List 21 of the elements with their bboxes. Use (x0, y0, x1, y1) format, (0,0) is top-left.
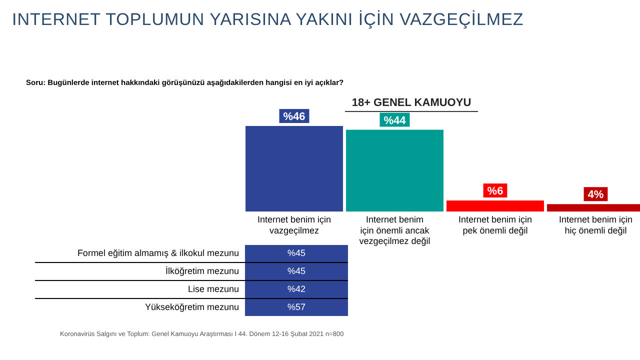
x-tick-label: Internet benim için vazgeçilmez (257, 214, 332, 236)
data-label: %45 (245, 245, 348, 262)
text: 18+ GENEL KAMUOYU (345, 97, 478, 112)
x-tick-label: Internet benim için pek önemli değil (458, 214, 532, 236)
data-label: %42 (245, 281, 348, 298)
data-label: %44 (384, 114, 407, 127)
data-label: 4% (588, 189, 604, 202)
data-label: %46 (283, 111, 306, 124)
data-label: %6 (487, 185, 504, 198)
bar (446, 200, 544, 212)
bar (346, 130, 444, 212)
x-tick-label: Internet benim için önemli ancak vezgeçilmez değil (359, 214, 430, 246)
category-label: Yükseköğretim mezunu (144, 301, 240, 314)
data-label: %57 (245, 299, 348, 316)
category-label: Lise mezunu (186, 283, 240, 296)
category-label: İlköğretim mezunu (164, 265, 240, 278)
chart-title: INTERNET TOPLUMUN YARISINA YAKINI İÇİN VAZGEÇİLMEZ (12, 10, 524, 30)
category-label: Formel eğitim almamış & ilkokul mezunu (76, 247, 240, 260)
data-label: %45 (245, 263, 348, 280)
bar (246, 126, 343, 212)
x-tick-label: Internet benim için hiç önemli değil (558, 214, 633, 236)
